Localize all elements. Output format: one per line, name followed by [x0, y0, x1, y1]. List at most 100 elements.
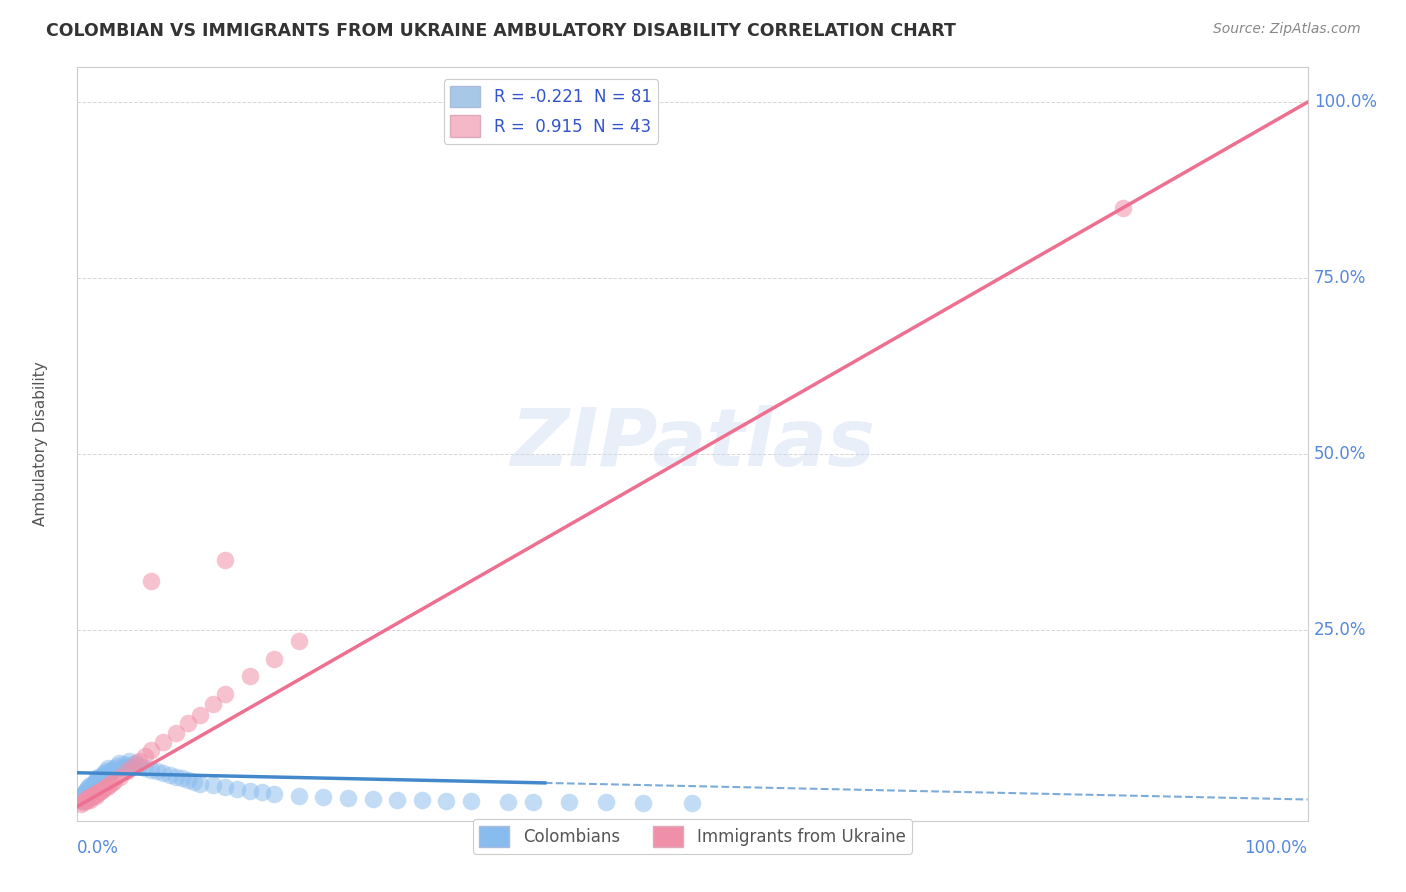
Point: [87, 770, 110, 784]
Point: [84, 780, 107, 794]
Point: [75, 789, 97, 803]
Point: [522, 795, 544, 809]
Point: [82, 784, 104, 798]
Point: [141, 743, 163, 757]
Point: [90, 782, 114, 797]
Point: [121, 757, 143, 772]
Point: [77, 785, 100, 799]
Point: [201, 698, 224, 712]
Point: [90, 770, 114, 784]
Point: [86, 772, 108, 786]
Point: [73, 794, 96, 808]
Point: [312, 789, 335, 804]
Point: [558, 795, 581, 809]
Point: [79, 789, 101, 803]
Point: [146, 764, 169, 779]
Point: [72, 787, 94, 801]
Point: [682, 796, 704, 810]
Point: [76, 781, 98, 796]
Point: [82, 780, 104, 794]
Point: [118, 754, 141, 768]
Point: [91, 768, 114, 782]
Point: [183, 775, 205, 789]
Point: [170, 772, 193, 786]
Point: [69, 792, 91, 806]
Point: [496, 795, 519, 809]
Point: [115, 758, 138, 772]
Point: [103, 761, 125, 775]
Text: ZIPatlas: ZIPatlas: [510, 405, 875, 483]
Point: [84, 772, 107, 787]
Point: [103, 774, 125, 789]
Point: [83, 788, 105, 802]
Point: [89, 785, 111, 799]
Point: [94, 764, 117, 779]
Point: [89, 775, 111, 789]
Point: [288, 634, 311, 648]
Text: 0.0%: 0.0%: [77, 839, 120, 857]
Point: [79, 790, 101, 805]
Point: [141, 574, 163, 588]
Point: [411, 793, 433, 807]
Point: [165, 725, 187, 739]
Point: [96, 768, 118, 782]
Point: [111, 761, 132, 775]
Point: [214, 687, 236, 701]
Point: [125, 756, 148, 770]
Point: [70, 794, 93, 808]
Text: Source: ZipAtlas.com: Source: ZipAtlas.com: [1213, 22, 1361, 37]
Point: [80, 781, 103, 796]
Point: [72, 791, 94, 805]
Point: [460, 794, 482, 808]
Point: [337, 791, 360, 805]
Point: [79, 792, 101, 806]
Point: [214, 553, 236, 567]
Point: [134, 748, 156, 763]
Point: [93, 781, 115, 796]
Point: [141, 763, 163, 777]
Point: [263, 651, 285, 665]
Point: [226, 781, 249, 796]
Point: [77, 792, 100, 806]
Point: [214, 780, 236, 794]
Point: [77, 780, 100, 794]
Text: 25.0%: 25.0%: [1313, 622, 1367, 640]
Point: [73, 785, 96, 799]
Point: [93, 765, 115, 780]
Point: [76, 787, 98, 801]
Point: [73, 789, 96, 803]
Point: [86, 786, 108, 800]
Point: [84, 787, 107, 801]
Point: [177, 716, 200, 731]
Text: 100.0%: 100.0%: [1313, 93, 1376, 112]
Point: [134, 761, 156, 775]
Point: [82, 777, 104, 791]
Text: COLOMBIAN VS IMMIGRANTS FROM UKRAINE AMBULATORY DISABILITY CORRELATION CHART: COLOMBIAN VS IMMIGRANTS FROM UKRAINE AMB…: [46, 22, 956, 40]
Point: [239, 784, 262, 798]
Point: [84, 789, 107, 803]
Point: [115, 764, 138, 779]
Text: 50.0%: 50.0%: [1313, 445, 1367, 463]
Point: [121, 758, 143, 772]
Point: [101, 776, 124, 790]
Point: [100, 763, 122, 777]
Point: [177, 772, 200, 787]
Point: [76, 791, 98, 805]
Point: [108, 756, 131, 770]
Point: [80, 787, 103, 801]
Point: [72, 795, 94, 809]
Point: [83, 775, 105, 789]
Point: [201, 779, 224, 793]
Point: [86, 779, 108, 793]
Point: [90, 784, 112, 798]
Point: [98, 779, 121, 793]
Point: [90, 772, 112, 787]
Point: [263, 787, 285, 801]
Point: [83, 781, 105, 796]
Point: [250, 785, 273, 799]
Point: [165, 770, 187, 784]
Text: 75.0%: 75.0%: [1313, 269, 1367, 287]
Point: [239, 669, 262, 683]
Text: Ambulatory Disability: Ambulatory Disability: [32, 361, 48, 526]
Point: [70, 797, 93, 811]
